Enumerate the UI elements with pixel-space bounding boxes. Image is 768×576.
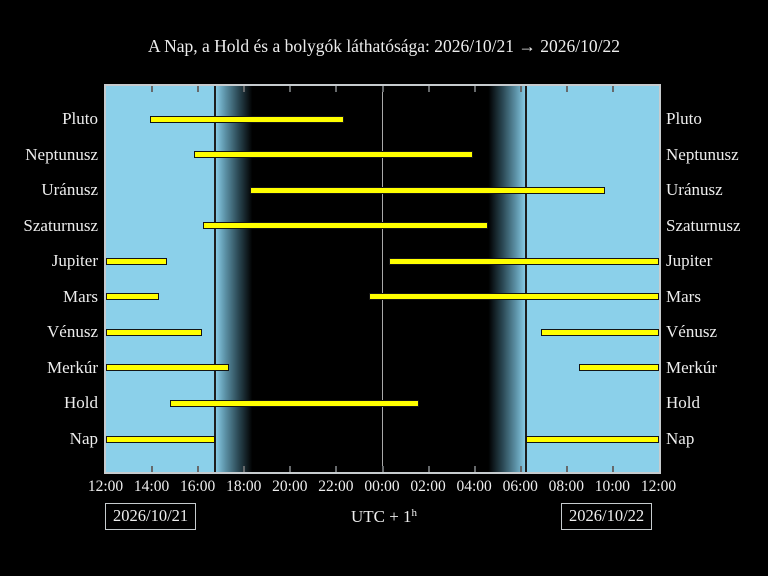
row-label-right: Jupiter [666, 251, 713, 271]
chart-title: A Nap, a Hold és a bolygók láthatósága: … [148, 36, 620, 56]
row-label-right: Uránusz [666, 180, 723, 200]
x-tick-label: 14:00 [133, 478, 170, 495]
axis-tick-top [335, 86, 338, 92]
visibility-bar-hold [169, 399, 419, 407]
row-labels-right: Pluto Neptunusz Uránusz Szaturnusz Jupiter Ma… [666, 0, 766, 576]
x-tick-label: 16:00 [180, 478, 216, 495]
row-label-left: Hold [64, 393, 98, 413]
axis-tick-bottom [565, 466, 568, 472]
visibility-bar-mars [368, 293, 659, 301]
visibility-bar-nap [526, 435, 659, 443]
row-label-left: Pluto [62, 109, 98, 128]
x-tick-label: 22:00 [318, 478, 354, 495]
row-label-left: Mars [63, 286, 98, 306]
axis-tick-top [611, 86, 614, 92]
visibility-bar-vénusz [106, 328, 202, 336]
row-labels-left: Pluto Neptunusz Uránusz Szaturnusz Jupiter Ma… [0, 0, 98, 576]
x-tick-label: 02:00 [410, 478, 446, 495]
axis-tick-bottom [289, 466, 292, 472]
row-label-right: Nap [666, 429, 695, 449]
axis-tick-top [427, 86, 430, 92]
row-label-left: Neptunusz [25, 144, 98, 164]
x-tick-label: 12:00 [640, 478, 677, 495]
row-label-right: Pluto [666, 109, 702, 128]
axis-tick-top [243, 86, 246, 92]
row-label-left: Nap [69, 429, 98, 449]
x-tick-label: 00:00 [364, 478, 400, 495]
visibility-bar-pluto [150, 115, 344, 123]
utc-label-text: UTC + 1 [350, 507, 412, 526]
visibility-bar-jupiter [106, 257, 167, 265]
axis-tick-top [289, 86, 292, 92]
visibility-bar-merkúr [578, 364, 659, 372]
axis-tick-bottom [427, 466, 430, 472]
axis-tick-top [565, 86, 568, 92]
row-label-left: Jupiter [51, 251, 98, 271]
x-tick-label: 12:00 [87, 478, 124, 495]
x-axis-labels: 12:00 14:00 16:00 18:00 20:00 22:00 00:00 02:00… [0, 478, 768, 500]
date-box-left: 2026/10/21 [105, 503, 197, 530]
row-label-right: Vénusz [666, 322, 717, 342]
sunrise-line [525, 86, 528, 472]
x-tick-label: 20:00 [272, 478, 308, 495]
axis-tick-top [519, 86, 522, 92]
axis-tick-bottom [335, 466, 338, 472]
axis-tick-top [197, 86, 200, 92]
axis-tick-bottom [197, 466, 200, 472]
row-label-right: Mars [666, 286, 701, 306]
x-tick-label: 06:00 [502, 478, 538, 495]
plot-area [104, 84, 661, 474]
row-label-left: Vénusz [47, 322, 98, 342]
axis-tick-bottom [243, 466, 246, 472]
row-label-right: Merkúr [666, 357, 717, 377]
row-label-right: Hold [666, 393, 700, 413]
row-label-right: Szaturnusz [666, 215, 741, 235]
utc-label: UTC + 1h [351, 507, 417, 527]
row-label-left: Uránusz [41, 180, 98, 200]
axis-tick-bottom [381, 466, 384, 472]
midnight-line [382, 86, 383, 472]
axis-tick-bottom [611, 466, 614, 472]
axis-tick-top [473, 86, 476, 92]
sunset-line [213, 86, 216, 472]
x-tick-label: 08:00 [548, 478, 584, 495]
visibility-bar-szaturnusz [203, 222, 488, 230]
date-box-right: 2026/10/22 [561, 503, 653, 530]
visibility-bar-vénusz [540, 328, 659, 336]
row-label-left: Szaturnusz [23, 215, 98, 235]
visibility-bar-neptunusz [194, 151, 473, 159]
x-tick-label: 04:00 [456, 478, 492, 495]
x-tick-label: 10:00 [594, 478, 631, 495]
utc-superscript: h [411, 507, 418, 519]
axis-tick-top [151, 86, 154, 92]
x-tick-label: 18:00 [226, 478, 262, 495]
row-label-right: Neptunusz [666, 144, 739, 164]
axis-tick-bottom [519, 466, 522, 472]
visibility-bar-merkúr [106, 364, 229, 372]
visibility-bar-mars [106, 293, 159, 301]
row-label-left: Merkúr [47, 357, 98, 377]
visibility-bar-jupiter [388, 257, 659, 265]
visibility-bar-nap [106, 435, 215, 443]
visibility-bar-uránusz [249, 186, 606, 194]
axis-tick-bottom [473, 466, 476, 472]
axis-tick-bottom [151, 466, 154, 472]
axis-tick-top [381, 86, 384, 92]
